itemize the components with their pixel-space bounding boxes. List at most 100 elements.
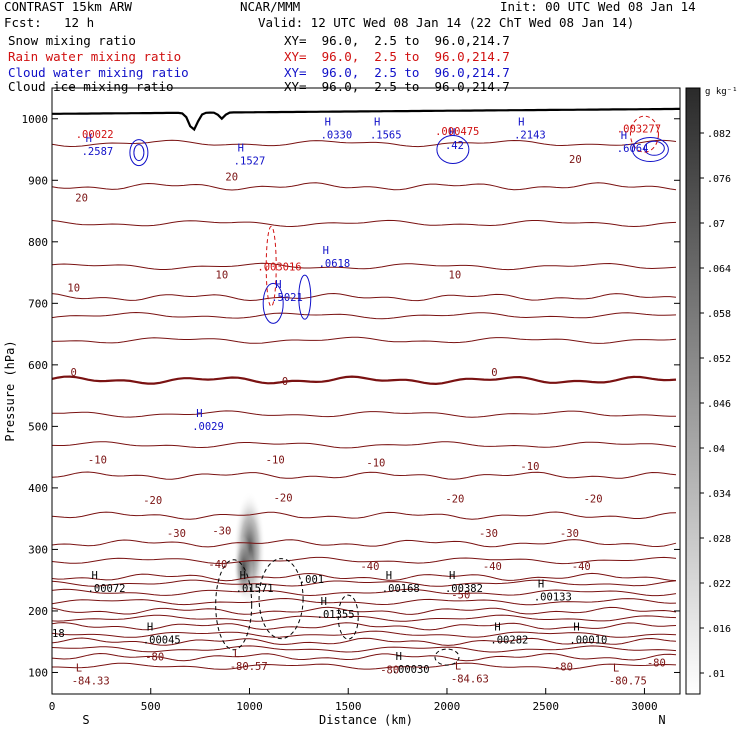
y-tick-label: 1000 — [22, 113, 49, 126]
rain-water-contour — [629, 115, 659, 153]
extremum-value: .1527 — [234, 155, 266, 167]
cloud-water-contour — [262, 282, 284, 324]
isotherm — [52, 652, 677, 662]
surface-terrain — [52, 107, 680, 132]
isotherm — [52, 441, 677, 449]
extremum-value: .000475 — [435, 126, 479, 138]
isotherm-label: -80 — [554, 661, 573, 673]
isotherm — [52, 606, 677, 615]
isotherm — [52, 539, 677, 548]
extremum-value: .00382 — [445, 583, 483, 595]
fcst-value: 12 h — [64, 15, 95, 30]
colorbar-tick-label: .082 — [707, 129, 731, 140]
isotherm-label: -30 — [167, 528, 186, 540]
extremum-value: .00282 — [490, 635, 528, 647]
cloud-ice-contour — [434, 648, 460, 666]
isotherm-label: -10 — [266, 455, 285, 467]
x-end-label-south: S — [82, 713, 89, 727]
isotherm — [52, 182, 677, 191]
isotherm — [52, 579, 677, 587]
isotherm — [52, 622, 677, 631]
extremum-marker: H — [238, 142, 244, 154]
cloud-water-contour — [631, 137, 669, 163]
isotherm — [52, 662, 677, 670]
x-end-label-north: N — [658, 713, 665, 727]
y-axis-title: Pressure (hPa) — [3, 340, 17, 441]
field-xy: XY= 96.0, 2.5 to 96.0,214.7 — [284, 65, 510, 80]
isotherm-label: -80 — [380, 664, 399, 676]
terrain-line — [52, 107, 680, 132]
isotherm-label: 20 — [569, 154, 582, 166]
isotherm — [52, 556, 677, 565]
extremum-value: .003277 — [617, 123, 661, 135]
extremum-marker: H — [396, 651, 402, 663]
isotherm-label: 10 — [216, 269, 229, 281]
isotherm — [52, 572, 677, 582]
extremum-marker: H — [240, 570, 246, 582]
extremum-marker: L — [455, 660, 461, 672]
colorbar-tick-label: .07 — [707, 219, 725, 230]
x-tick-label: 2000 — [434, 700, 461, 713]
isotherm-label: -80 — [647, 658, 666, 670]
y-tick-label: 400 — [28, 482, 48, 495]
extremum-value: .2143 — [514, 130, 546, 142]
isotherm-label: -30 — [560, 528, 579, 540]
isotherm — [52, 630, 677, 638]
y-tick-label: 300 — [28, 543, 48, 556]
model-title: CONTRAST 15km ARW — [4, 0, 132, 14]
extremum-value: .0029 — [192, 421, 224, 433]
isotherm-label: -20 — [143, 495, 162, 507]
extremum-value: .5021 — [271, 292, 303, 304]
isotherm-label: 10 — [449, 269, 462, 281]
y-tick-label: 200 — [28, 605, 48, 618]
isotherm — [52, 336, 677, 344]
extremum-value: .00010 — [569, 635, 607, 647]
cloud-water-contour — [643, 140, 665, 156]
temperature-contours — [52, 139, 677, 670]
isotherm — [52, 219, 677, 228]
axes: 0 500 1000 1500 2000 2500 30001002003004005006… — [22, 113, 680, 713]
colorbar-tick-label: .034 — [707, 489, 731, 500]
isotherm — [52, 588, 677, 597]
field-xy: XY= 96.0, 2.5 to 96.0,214.7 — [284, 79, 510, 94]
extremum-value: .0618 — [319, 258, 351, 270]
colorbar-tick-label: .022 — [707, 579, 731, 590]
isotherm — [52, 375, 677, 386]
x-tick-label: 1000 — [236, 700, 263, 713]
extremum-value: 18 — [52, 628, 65, 640]
extremum-marker: H — [196, 408, 202, 420]
field-name: Snow mixing ratio — [8, 33, 136, 48]
field-name: Cloud water mixing ratio — [8, 65, 189, 80]
colorbar-tick-label: .046 — [707, 399, 731, 410]
colorbar-tick-label: .04 — [707, 444, 725, 455]
extremum-marker: H — [621, 130, 627, 142]
y-tick-label: 700 — [28, 297, 48, 310]
isotherm — [52, 292, 677, 302]
extremum-value: .0330 — [321, 130, 353, 142]
x-tick-label: 3000 — [631, 700, 658, 713]
cloud-ice-contour — [258, 558, 304, 640]
x-tick-label: 500 — [141, 700, 161, 713]
extremum-value: .003016 — [257, 261, 301, 273]
extremum-value: .42 — [445, 140, 464, 152]
cloud-water-contour — [298, 274, 312, 320]
field-name: Cloud ice mixing ratio — [8, 79, 174, 94]
isotherm — [52, 511, 677, 520]
y-tick-label: 900 — [28, 174, 48, 187]
x-tick-label: 2500 — [532, 700, 559, 713]
cloud-water-contour — [133, 144, 145, 162]
extremum-marker: H — [147, 622, 153, 634]
isotherm-label: 10 — [67, 282, 80, 294]
extremum-value: -80.75 — [609, 675, 647, 687]
extremum-value: .01355 — [317, 609, 355, 621]
isotherm-label: -30 — [212, 525, 231, 537]
isotherm-label: -40 — [360, 561, 379, 573]
isotherm — [52, 645, 677, 653]
extremum-value: .001 — [299, 574, 324, 586]
isotherm-label: -20 — [274, 493, 293, 505]
isotherm-label: -40 — [208, 559, 227, 571]
extremum-marker: L — [76, 662, 82, 674]
cloud-water-contour — [129, 139, 149, 167]
extremum-marker: H — [325, 117, 331, 129]
